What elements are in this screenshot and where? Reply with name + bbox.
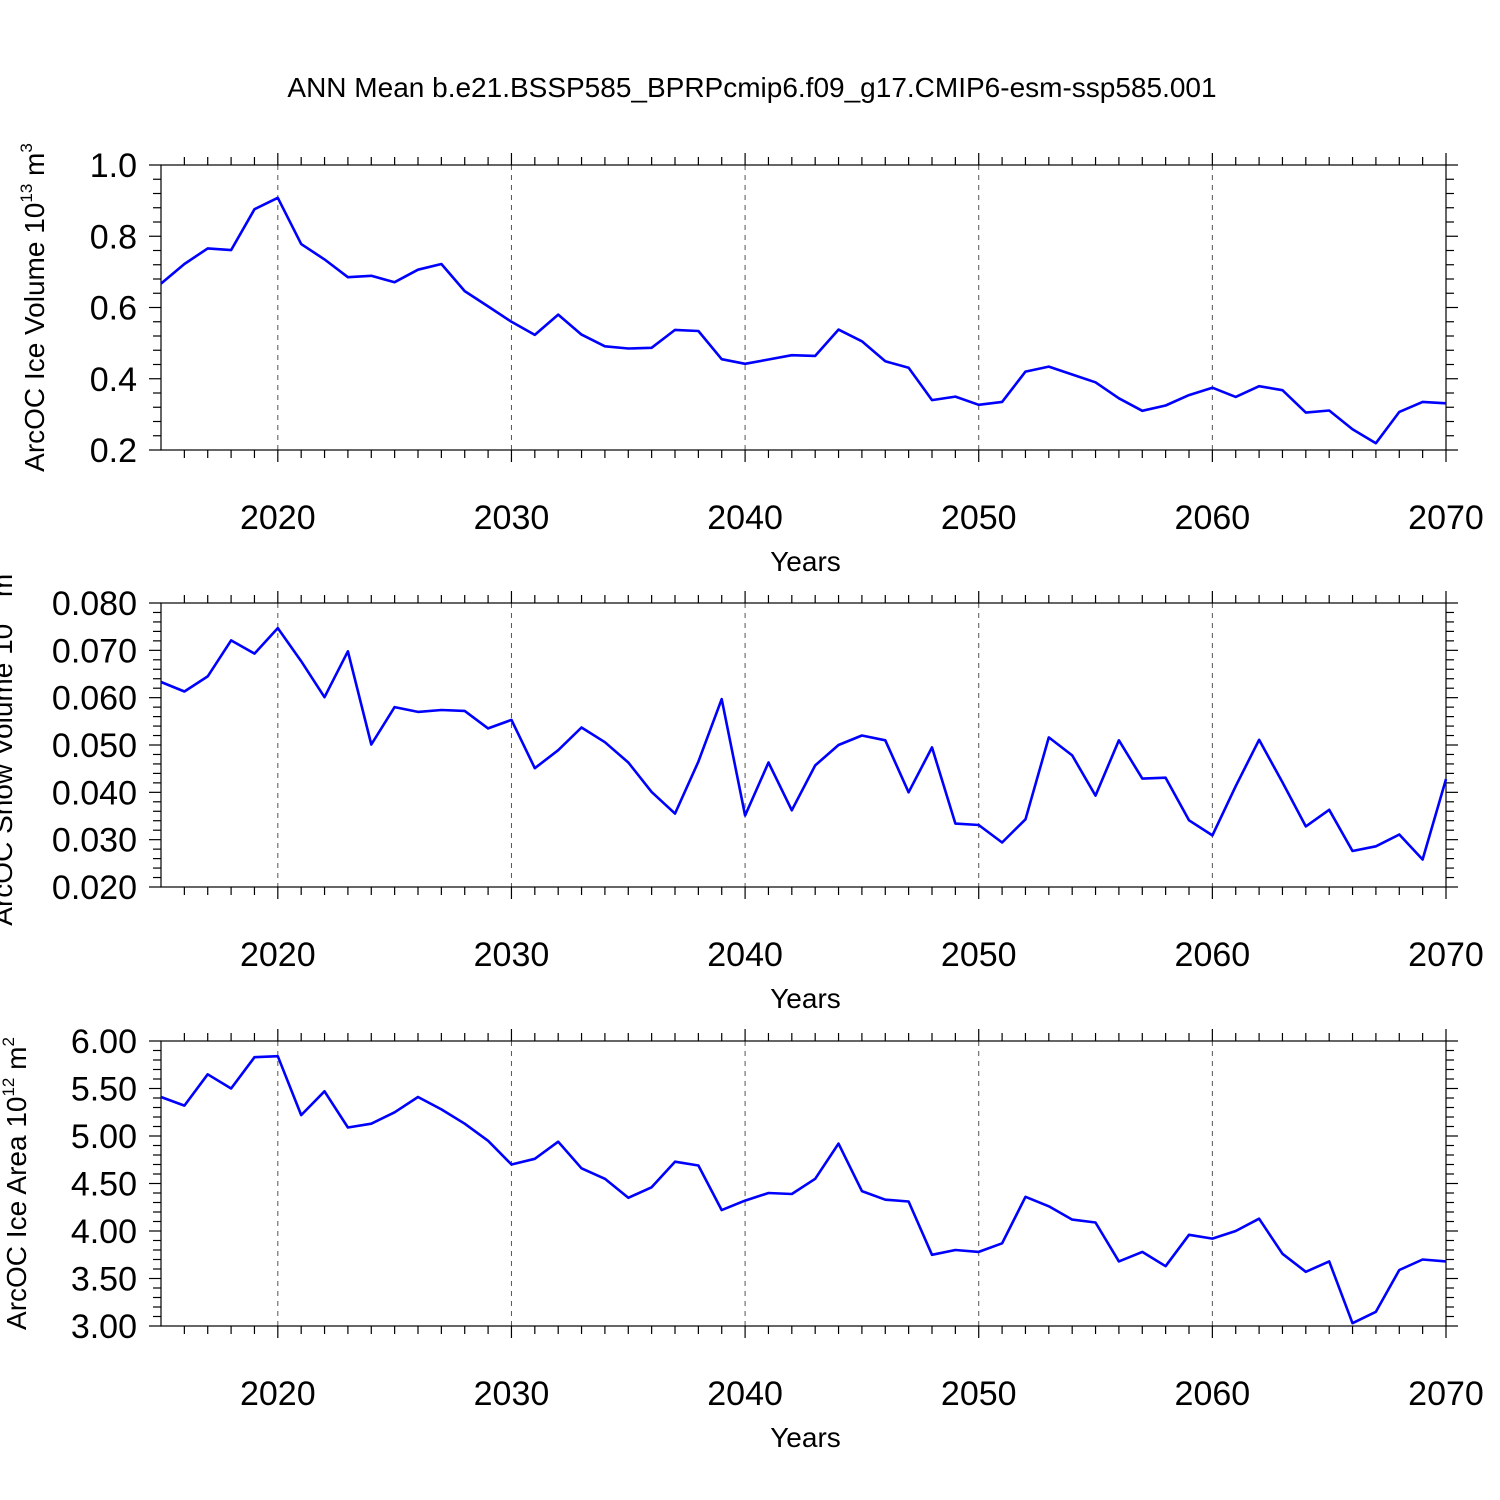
y-tick-label: 3.50	[71, 1261, 137, 1299]
x-tick-label: 2070	[1408, 499, 1484, 537]
x-tick-label: 2020	[240, 499, 316, 537]
x-tick-label: 2030	[474, 1375, 550, 1413]
x-tick-label: 2050	[941, 936, 1017, 974]
y-label-superscript: 13	[17, 184, 36, 203]
y-tick-label: 0.8	[90, 218, 137, 256]
y-axis-label: ArcOC Snow Volume 1013 m3	[0, 564, 18, 925]
x-tick-label: 2060	[1175, 1375, 1251, 1413]
x-axis-label: Years	[770, 546, 841, 577]
x-axis-label: Years	[770, 983, 841, 1014]
y-label-text: m	[19, 153, 50, 184]
x-tick-label: 2060	[1175, 499, 1251, 537]
plot-frame	[160, 1040, 1447, 1327]
x-tick-label: 2030	[474, 499, 550, 537]
y-label-text: ArcOC Ice Volume 10	[19, 203, 50, 472]
y-label-superscript: 3	[0, 564, 4, 573]
y-tick-label: 0.080	[52, 585, 137, 623]
x-tick-label: 2050	[941, 499, 1017, 537]
y-label-superscript: 2	[0, 1037, 18, 1046]
y-tick-label: 6.00	[71, 1023, 137, 1061]
y-label-superscript: 13	[0, 605, 4, 624]
series-line	[160, 626, 1448, 861]
x-tick-label: 2060	[1175, 936, 1251, 974]
y-tick-label: 4.50	[71, 1166, 137, 1204]
y-label-text: ArcOC Ice Area 10	[1, 1097, 32, 1330]
y-tick-label: 0.060	[52, 680, 137, 718]
y-tick-label: 0.070	[52, 632, 137, 670]
y-label-superscript: 3	[17, 143, 36, 152]
panel-3: 2020 2030 2040 2050 2060 2070 3.00 3.50 4.00 4.50…	[0, 1023, 1484, 1453]
y-tick-label: 0.6	[90, 290, 137, 328]
x-tick-label: 2040	[707, 499, 783, 537]
y-axis-label: ArcOC Ice Volume 1013 m3	[17, 143, 50, 472]
x-tick-label: 2070	[1408, 1375, 1484, 1413]
y-label-text: ArcOC Snow Volume 10	[0, 624, 18, 926]
y-axis-label: ArcOC Ice Area 1012 m2	[0, 1037, 32, 1330]
x-tick-label: 2020	[240, 1375, 316, 1413]
panel-2: 2020 2030 2040 2050 2060 2070 0.020 0.030 0.040 0…	[0, 564, 1484, 1014]
y-label-text: m	[1, 1047, 32, 1078]
y-label-superscript: 12	[0, 1078, 18, 1097]
y-tick-label: 0.040	[52, 774, 137, 812]
y-tick-label: 5.00	[71, 1118, 137, 1156]
x-axis-label: Years	[770, 1422, 841, 1453]
series-line	[160, 196, 1447, 445]
y-tick-label: 0.4	[90, 361, 137, 399]
y-tick-label: 4.00	[71, 1213, 137, 1251]
plot-frame	[160, 164, 1447, 451]
plot-frame	[160, 602, 1447, 888]
y-tick-label: 5.50	[71, 1071, 137, 1109]
y-tick-label: 0.050	[52, 727, 137, 765]
chart-title: ANN Mean b.e21.BSSP585_BPRPcmip6.f09_g17…	[287, 72, 1216, 103]
y-tick-label: 1.0	[90, 147, 137, 185]
y-tick-label: 3.00	[71, 1308, 137, 1346]
panel-1: 2020 2030 2040 2050 2060 2070 0.2 0.4 0.6 0.8 1.0 Y…	[17, 143, 1484, 577]
x-tick-label: 2050	[941, 1375, 1017, 1413]
x-tick-label: 2020	[240, 936, 316, 974]
x-tick-label: 2040	[707, 936, 783, 974]
series-line	[160, 1054, 1447, 1325]
y-tick-label: 0.030	[52, 822, 137, 860]
y-tick-label: 0.020	[52, 869, 137, 907]
y-label-text: m	[0, 574, 18, 605]
x-tick-label: 2070	[1408, 936, 1484, 974]
x-tick-label: 2040	[707, 1375, 783, 1413]
x-tick-label: 2030	[474, 936, 550, 974]
y-tick-label: 0.2	[90, 432, 137, 470]
